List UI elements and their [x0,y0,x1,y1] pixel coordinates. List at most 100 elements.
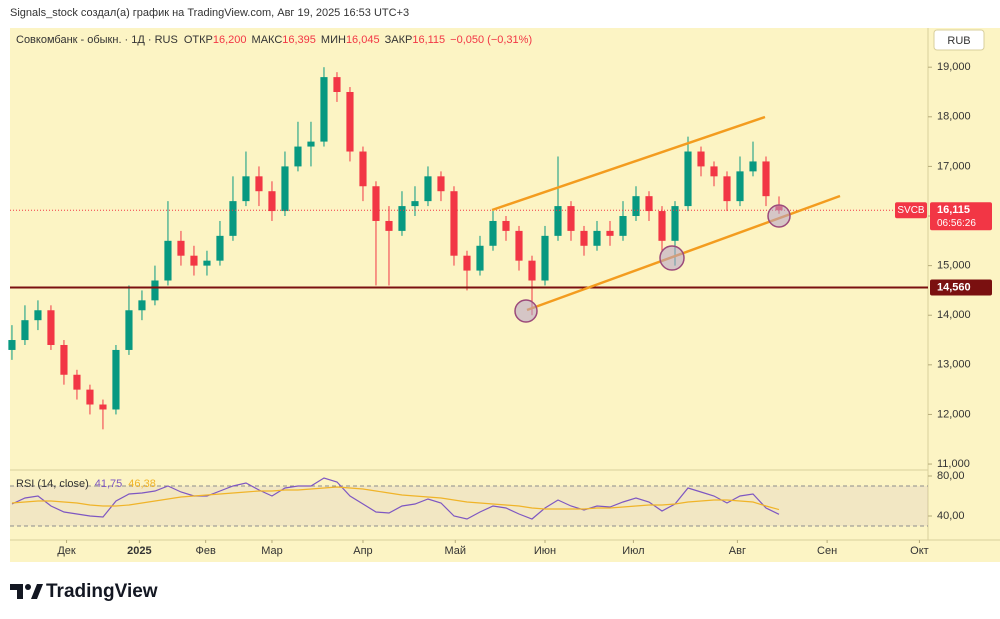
y-tick-label: 11,000 [937,458,970,470]
candle-body [60,344,68,375]
candle-body [411,201,419,207]
legend-field-value: 16,045 [346,34,380,46]
candle-body [34,310,42,321]
rsi-band [10,486,928,526]
candle-body [333,77,341,92]
y-tick-label: 15,000 [937,260,971,272]
candle-body [463,255,471,271]
candle-body [164,240,172,281]
rsi-line [11,477,780,520]
last-price-label: 16,115 [937,204,970,216]
candle-body [476,245,484,271]
candle-body [528,260,536,281]
x-tick-label: Дек [57,545,76,557]
countdown: 06:56:26 [937,218,976,229]
candle-body [502,220,510,231]
ticker-tag [895,202,927,219]
x-tick-label: Июн [534,545,556,557]
candle-body [346,91,354,152]
currency-box[interactable] [933,29,985,51]
level-tag [930,279,992,296]
candle-body [567,206,575,231]
candle-body [710,166,718,177]
candle-body [8,340,16,350]
x-tick-label: Сен [817,545,837,557]
candle-body [398,206,406,231]
candle-body [593,230,601,246]
symbol: Совкомбанк - обыкн. · 1Д · RUS [16,34,178,46]
candle-body [489,220,497,246]
candle-body [437,176,445,192]
footer-brand: TradingView [46,581,158,602]
currency: RUB [947,35,970,47]
legend-field-label: МИН [321,34,346,46]
legend-field-label: ОТКР [184,34,213,46]
legend-field-value: 16,115 [412,34,445,46]
candle-body [359,151,367,187]
candle-body [255,176,263,192]
candle-body [86,389,94,405]
legend-change: −0,050 (−0,31%) [450,34,532,46]
candle-body [606,230,614,236]
chart-bg [10,28,1000,562]
candle-body [515,230,523,261]
candle-body [73,374,81,390]
logo [10,584,43,599]
candle-body [580,230,588,246]
candle-body [632,196,640,217]
rsi-title: RSI (14, close) [16,478,89,490]
x-tick-label: Апр [353,545,372,557]
rsi-value: 46,38 [128,478,156,490]
candle-body [47,310,55,345]
last-price-tag [930,202,992,231]
candle-body [307,141,315,147]
candle-body [684,151,692,207]
candle-body [372,186,380,221]
ticker: SVCB [897,205,925,216]
candle-body [450,191,458,256]
candle-body [736,171,744,202]
x-tick-label: Июл [622,545,644,557]
marker-circle [514,299,538,323]
candle-body [658,211,666,241]
candle-body [645,196,653,212]
legend-field-label: МАКС [252,34,283,46]
rsi-value: 41,75 [95,478,123,490]
x-tick-label: Авг [729,545,746,557]
candle-body [216,235,224,261]
y-tick-label: 17,000 [937,160,971,172]
y-tick-label: 18,000 [937,111,971,123]
level-label: 14,560 [937,281,971,293]
legend-field-value: 16,200 [213,34,247,46]
candle-body [385,220,393,231]
header: Signals_stock создал(а) график на Tradin… [10,7,409,19]
candle-body [671,206,679,241]
x-tick-label: Май [445,545,467,557]
candle-body [554,206,562,236]
candle-body [203,260,211,266]
y-tick-label: 80,00 [937,470,965,482]
candle-body [294,146,302,167]
candle-body [21,320,29,341]
x-tick-label: Мар [261,545,283,557]
candle-body [697,151,705,167]
y-tick-label: 14,000 [937,309,971,321]
candle-body [151,280,159,301]
candle-body [320,77,328,142]
marker-circle [767,204,791,228]
candle-body [541,235,549,281]
channel-upper [491,115,766,212]
candle-body [125,310,133,350]
candle-body [177,240,185,256]
y-tick-label: 13,000 [937,359,971,371]
candle-body [229,201,237,236]
legend-field-value: 16,395 [282,34,316,46]
candle-body [268,191,276,212]
candle-body [424,176,432,202]
x-tick-label: 2025 [127,545,151,557]
candle-body [723,176,731,202]
x-tick-label: Окт [910,545,929,557]
candle-body [190,255,198,266]
y-tick-label: 40,00 [937,510,965,522]
